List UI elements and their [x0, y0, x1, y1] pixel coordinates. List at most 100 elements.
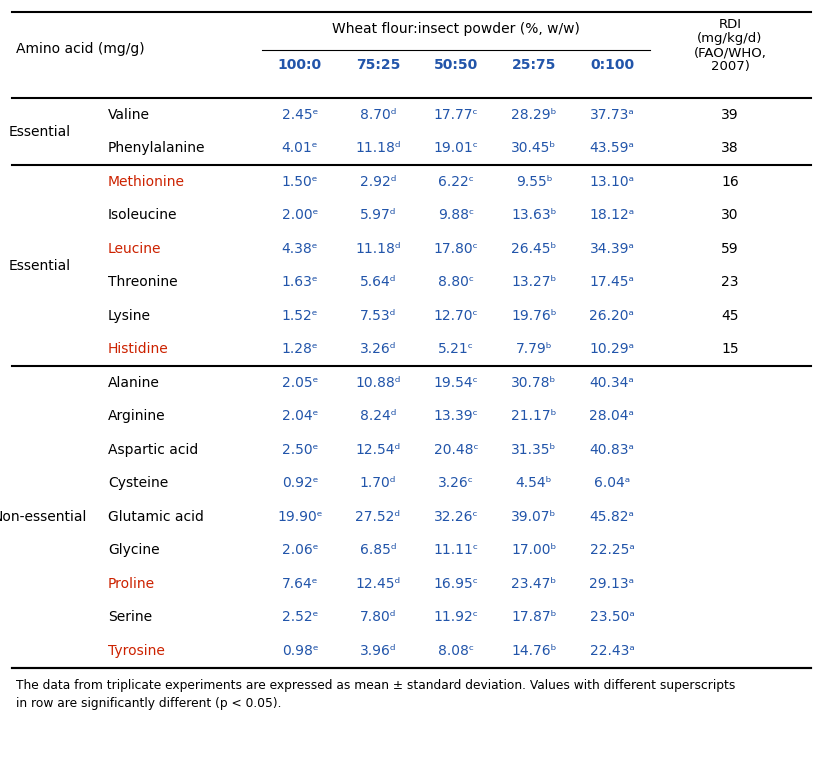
Text: 13.10ᵃ: 13.10ᵃ — [589, 174, 635, 189]
Text: 17.87ᵇ: 17.87ᵇ — [511, 610, 556, 624]
Text: Wheat flour:insect powder (%, w/w): Wheat flour:insect powder (%, w/w) — [332, 22, 580, 36]
Text: 30.78ᵇ: 30.78ᵇ — [511, 376, 556, 389]
Text: 16: 16 — [721, 174, 739, 189]
Text: 2.45ᵉ: 2.45ᵉ — [281, 108, 319, 122]
Text: 6.85ᵈ: 6.85ᵈ — [360, 543, 397, 557]
Text: 1.52ᵉ: 1.52ᵉ — [281, 309, 319, 323]
Text: Phenylalanine: Phenylalanine — [108, 142, 206, 155]
Text: Amino acid (mg/g): Amino acid (mg/g) — [16, 42, 145, 56]
Text: 40.83ᵃ: 40.83ᵃ — [589, 443, 635, 457]
Text: 11.92ᶜ: 11.92ᶜ — [434, 610, 478, 624]
Text: 3.26ᶜ: 3.26ᶜ — [438, 477, 474, 490]
Text: 17.80ᶜ: 17.80ᶜ — [434, 242, 478, 256]
Text: 17.00ᵇ: 17.00ᵇ — [511, 543, 556, 557]
Text: 30: 30 — [721, 208, 739, 223]
Text: 10.88ᵈ: 10.88ᵈ — [356, 376, 401, 389]
Text: 34.39ᵃ: 34.39ᵃ — [589, 242, 635, 256]
Text: 12.70ᶜ: 12.70ᶜ — [434, 309, 478, 323]
Text: 40.34ᵃ: 40.34ᵃ — [589, 376, 635, 389]
Text: 26.20ᵃ: 26.20ᵃ — [589, 309, 635, 323]
Text: 45.82ᵃ: 45.82ᵃ — [589, 509, 635, 524]
Text: 4.01ᵉ: 4.01ᵉ — [281, 142, 319, 155]
Text: 8.24ᵈ: 8.24ᵈ — [360, 409, 396, 423]
Text: Leucine: Leucine — [108, 242, 161, 256]
Text: 23.50ᵃ: 23.50ᵃ — [589, 610, 635, 624]
Text: 2.04ᵉ: 2.04ᵉ — [281, 409, 319, 423]
Text: 50:50: 50:50 — [434, 58, 478, 72]
Text: 30.45ᵇ: 30.45ᵇ — [511, 142, 556, 155]
Text: 2.92ᵈ: 2.92ᵈ — [360, 174, 396, 189]
Text: 18.12ᵃ: 18.12ᵃ — [589, 208, 635, 223]
Text: 0.92ᵉ: 0.92ᵉ — [281, 477, 319, 490]
Text: RDI: RDI — [718, 18, 742, 31]
Text: 21.17ᵇ: 21.17ᵇ — [511, 409, 556, 423]
Text: 13.27ᵇ: 13.27ᵇ — [511, 275, 556, 289]
Text: 9.55ᵇ: 9.55ᵇ — [516, 174, 552, 189]
Text: Essential: Essential — [9, 259, 71, 272]
Text: 3.26ᵈ: 3.26ᵈ — [360, 342, 396, 356]
Text: 5.64ᵈ: 5.64ᵈ — [360, 275, 396, 289]
Text: 7.53ᵈ: 7.53ᵈ — [360, 309, 396, 323]
Text: 2007): 2007) — [710, 60, 750, 73]
Text: Non-essential: Non-essential — [0, 509, 87, 524]
Text: 7.64ᵉ: 7.64ᵉ — [281, 577, 319, 591]
Text: 22.43ᵃ: 22.43ᵃ — [589, 644, 635, 658]
Text: Alanine: Alanine — [108, 376, 160, 389]
Text: 10.29ᵃ: 10.29ᵃ — [589, 342, 635, 356]
Text: 13.39ᶜ: 13.39ᶜ — [434, 409, 478, 423]
Text: 22.25ᵃ: 22.25ᵃ — [589, 543, 635, 557]
Text: 37.73ᵃ: 37.73ᵃ — [589, 108, 635, 122]
Text: 8.80ᶜ: 8.80ᶜ — [438, 275, 474, 289]
Text: The data from triplicate experiments are expressed as mean ± standard deviation.: The data from triplicate experiments are… — [16, 679, 736, 692]
Text: 8.08ᶜ: 8.08ᶜ — [438, 644, 474, 658]
Text: 23.47ᵇ: 23.47ᵇ — [511, 577, 556, 591]
Text: Glycine: Glycine — [108, 543, 160, 557]
Text: 17.45ᵃ: 17.45ᵃ — [589, 275, 635, 289]
Text: 31.35ᵇ: 31.35ᵇ — [511, 443, 556, 457]
Text: 7.79ᵇ: 7.79ᵇ — [516, 342, 552, 356]
Text: 39.07ᵇ: 39.07ᵇ — [511, 509, 556, 524]
Text: 13.63ᵇ: 13.63ᵇ — [511, 208, 556, 223]
Text: Aspartic acid: Aspartic acid — [108, 443, 198, 457]
Text: 28.04ᵃ: 28.04ᵃ — [589, 409, 635, 423]
Text: Methionine: Methionine — [108, 174, 185, 189]
Text: 27.52ᵈ: 27.52ᵈ — [356, 509, 401, 524]
Text: 14.76ᵇ: 14.76ᵇ — [511, 644, 556, 658]
Text: 8.70ᵈ: 8.70ᵈ — [360, 108, 396, 122]
Text: 59: 59 — [721, 242, 739, 256]
Text: 20.48ᶜ: 20.48ᶜ — [434, 443, 478, 457]
Text: (FAO/WHO,: (FAO/WHO, — [694, 46, 766, 59]
Text: 19.54ᶜ: 19.54ᶜ — [434, 376, 478, 389]
Text: 19.90ᵉ: 19.90ᵉ — [277, 509, 323, 524]
Text: 11.11ᶜ: 11.11ᶜ — [434, 543, 478, 557]
Text: 12.45ᵈ: 12.45ᵈ — [356, 577, 401, 591]
Text: 19.76ᵇ: 19.76ᵇ — [511, 309, 557, 323]
Text: Histidine: Histidine — [108, 342, 169, 356]
Text: 39: 39 — [721, 108, 739, 122]
Text: 17.77ᶜ: 17.77ᶜ — [434, 108, 478, 122]
Text: 6.22ᶜ: 6.22ᶜ — [438, 174, 474, 189]
Text: 75:25: 75:25 — [356, 58, 400, 72]
Text: 43.59ᵃ: 43.59ᵃ — [589, 142, 635, 155]
Text: 45: 45 — [721, 309, 739, 323]
Text: Threonine: Threonine — [108, 275, 178, 289]
Text: Isoleucine: Isoleucine — [108, 208, 178, 223]
Text: Valine: Valine — [108, 108, 150, 122]
Text: 32.26ᶜ: 32.26ᶜ — [434, 509, 478, 524]
Text: (mg/kg/d): (mg/kg/d) — [697, 32, 763, 45]
Text: 38: 38 — [721, 142, 739, 155]
Text: 9.88ᶜ: 9.88ᶜ — [438, 208, 474, 223]
Text: Tyrosine: Tyrosine — [108, 644, 165, 658]
Text: 2.00ᵉ: 2.00ᵉ — [281, 208, 319, 223]
Text: Proline: Proline — [108, 577, 155, 591]
Text: 25:75: 25:75 — [512, 58, 556, 72]
Text: 2.50ᵉ: 2.50ᵉ — [281, 443, 319, 457]
Text: 11.18ᵈ: 11.18ᵈ — [356, 242, 401, 256]
Text: 3.96ᵈ: 3.96ᵈ — [360, 644, 397, 658]
Text: 23: 23 — [721, 275, 739, 289]
Text: 1.63ᵉ: 1.63ᵉ — [281, 275, 319, 289]
Text: Glutamic acid: Glutamic acid — [108, 509, 204, 524]
Text: 7.80ᵈ: 7.80ᵈ — [360, 610, 396, 624]
Text: 0:100: 0:100 — [590, 58, 634, 72]
Text: 12.54ᵈ: 12.54ᵈ — [356, 443, 401, 457]
